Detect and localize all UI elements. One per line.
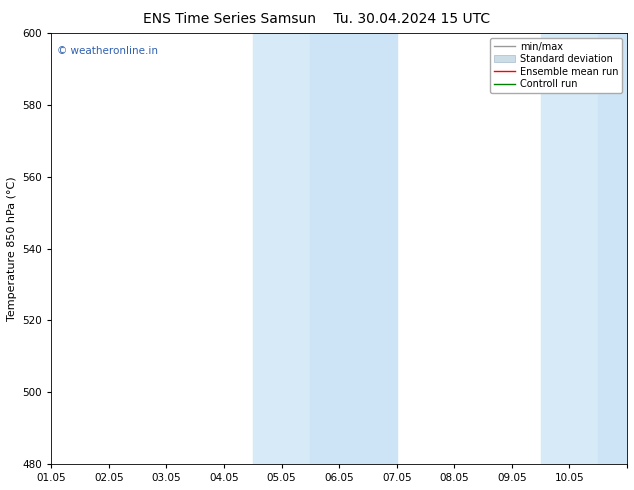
Bar xyxy=(598,33,634,464)
Legend: min/max, Standard deviation, Ensemble mean run, Controll run: min/max, Standard deviation, Ensemble me… xyxy=(489,38,622,93)
Bar xyxy=(541,33,598,464)
Text: © weatheronline.in: © weatheronline.in xyxy=(57,46,158,56)
Text: ENS Time Series Samsun    Tu. 30.04.2024 15 UTC: ENS Time Series Samsun Tu. 30.04.2024 15… xyxy=(143,12,491,26)
Y-axis label: Temperature 850 hPa (°C): Temperature 850 hPa (°C) xyxy=(7,176,17,321)
Bar xyxy=(253,33,311,464)
Bar xyxy=(311,33,397,464)
